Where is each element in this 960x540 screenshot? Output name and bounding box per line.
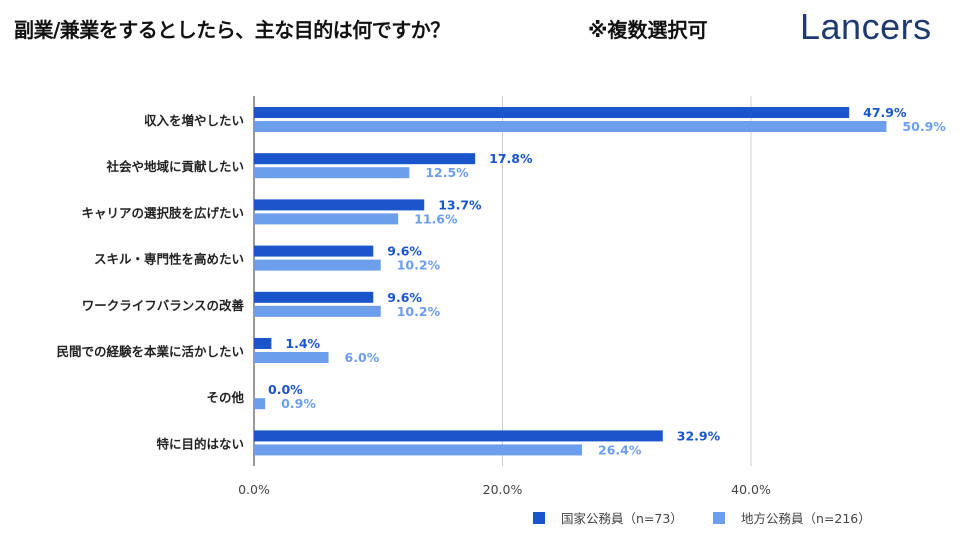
category-label: 特に目的はない <box>156 436 244 451</box>
bar-national <box>254 107 850 118</box>
bar-local <box>254 213 399 225</box>
bar-national <box>254 245 374 257</box>
bar-local <box>254 305 381 317</box>
legend-swatch <box>533 512 545 524</box>
data-label: 6.0% <box>345 350 380 365</box>
category-label: キャリアの選択肢を広げたい <box>81 205 244 220</box>
data-label: 0.9% <box>281 396 316 411</box>
multiple-choice-note: ※複数選択可 <box>588 18 708 42</box>
data-label: 0.0% <box>268 382 303 397</box>
data-label: 9.6% <box>387 244 422 259</box>
data-label: 32.9% <box>677 428 721 443</box>
legend-swatch <box>713 512 725 524</box>
bar-local <box>254 121 887 132</box>
category-label: ワークライフバランスの改善 <box>82 298 245 313</box>
bar-local <box>254 398 266 410</box>
bar-national <box>254 153 476 165</box>
bar-local <box>254 444 583 456</box>
lancers-logo: Lancers <box>800 6 932 47</box>
data-label: 26.4% <box>598 442 642 457</box>
chart-title: 副業/兼業をするとしたら、主な目的は何ですか？ <box>14 18 450 42</box>
bar-local <box>254 352 329 363</box>
data-label: 10.2% <box>397 304 441 319</box>
legend-label: 地方公務員（n=216） <box>741 511 871 526</box>
category-label: 民間での経験を本業に活かしたい <box>56 344 244 359</box>
data-label: 10.2% <box>397 258 441 273</box>
category-label: その他 <box>206 390 244 405</box>
data-label: 1.4% <box>285 336 320 351</box>
x-tick-label: 0.0% <box>238 482 270 497</box>
bar-national <box>254 430 663 442</box>
bar-local <box>254 167 410 179</box>
data-label: 13.7% <box>438 197 482 212</box>
data-label: 47.9% <box>863 105 907 120</box>
x-tick-label: 20.0% <box>483 482 523 497</box>
bar-local <box>254 259 381 271</box>
category-label: 収入を増やしたい <box>144 113 244 128</box>
bar-national <box>254 291 374 303</box>
data-label: 50.9% <box>902 119 946 134</box>
data-label: 11.6% <box>414 211 458 226</box>
data-label: 17.8% <box>489 151 533 166</box>
legend-label: 国家公務員（n=73） <box>561 511 683 526</box>
category-label: 社会や地域に貢献したい <box>105 159 244 174</box>
bar-national <box>254 199 425 211</box>
data-label: 12.5% <box>425 165 469 180</box>
data-label: 9.6% <box>387 290 422 305</box>
category-label: スキル・専門性を高めたい <box>94 252 244 267</box>
x-tick-label: 40.0% <box>731 482 771 497</box>
bar-national <box>254 338 272 349</box>
